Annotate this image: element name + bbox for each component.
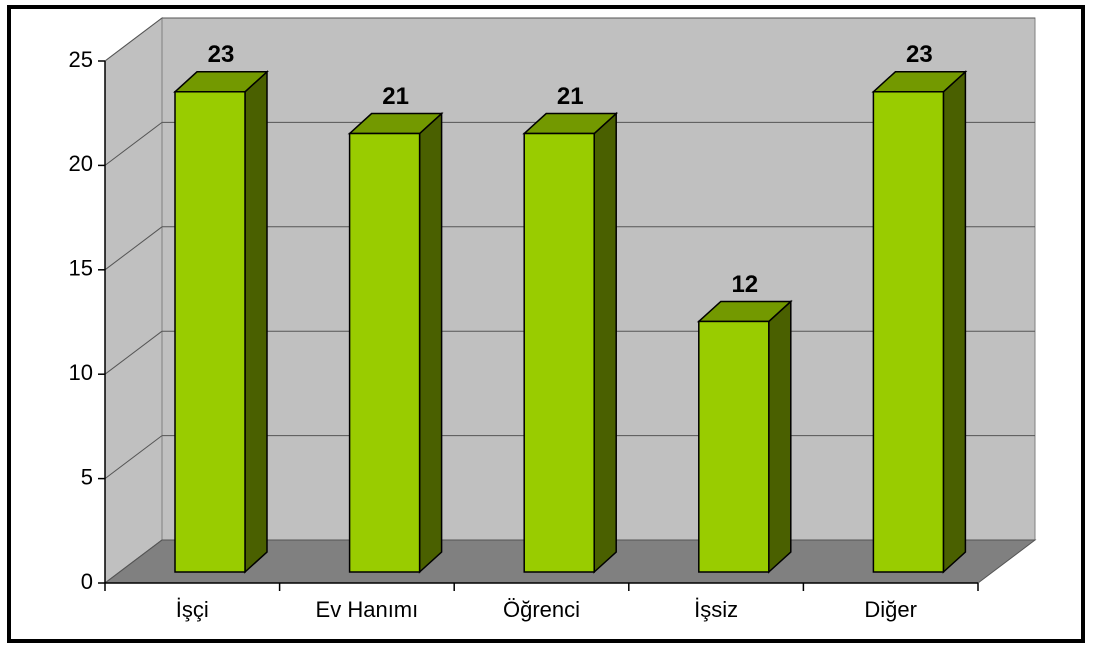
data-label: 12 <box>731 271 758 298</box>
x-tick-label: Öğrenci <box>503 597 580 622</box>
y-tick-label: 0 <box>81 569 93 594</box>
grid-line <box>104 539 163 584</box>
data-label: 23 <box>906 41 933 68</box>
x-tick-label: Diğer <box>864 597 917 622</box>
data-label: 23 <box>208 41 235 68</box>
x-tick-label: İşsiz <box>694 597 738 622</box>
side-wall <box>104 16 163 585</box>
y-tick-label: 20 <box>69 151 93 176</box>
data-label: 21 <box>382 83 409 110</box>
bar-side <box>244 70 268 574</box>
bar <box>523 132 595 573</box>
y-tick-label: 10 <box>69 360 93 385</box>
grid-line <box>104 122 163 166</box>
bar <box>872 91 945 573</box>
x-tick-label: İşçi <box>176 597 209 622</box>
data-label: 21 <box>557 83 584 110</box>
bar <box>174 91 246 573</box>
bar-side <box>418 111 443 574</box>
y-tick-label: 15 <box>69 256 93 281</box>
bar-side <box>593 111 617 574</box>
grid-line <box>104 17 163 62</box>
bar-side <box>942 70 967 574</box>
y-tick-label: 25 <box>69 47 93 72</box>
x-tick-label: Ev Hanımı <box>316 597 419 622</box>
bar <box>698 320 770 573</box>
bar <box>348 132 421 573</box>
y-tick-label: 5 <box>81 464 93 489</box>
grid-line <box>104 226 163 271</box>
bar-side <box>768 299 792 574</box>
bars <box>173 70 968 574</box>
grid-line <box>104 435 163 479</box>
grid-line <box>104 330 163 375</box>
